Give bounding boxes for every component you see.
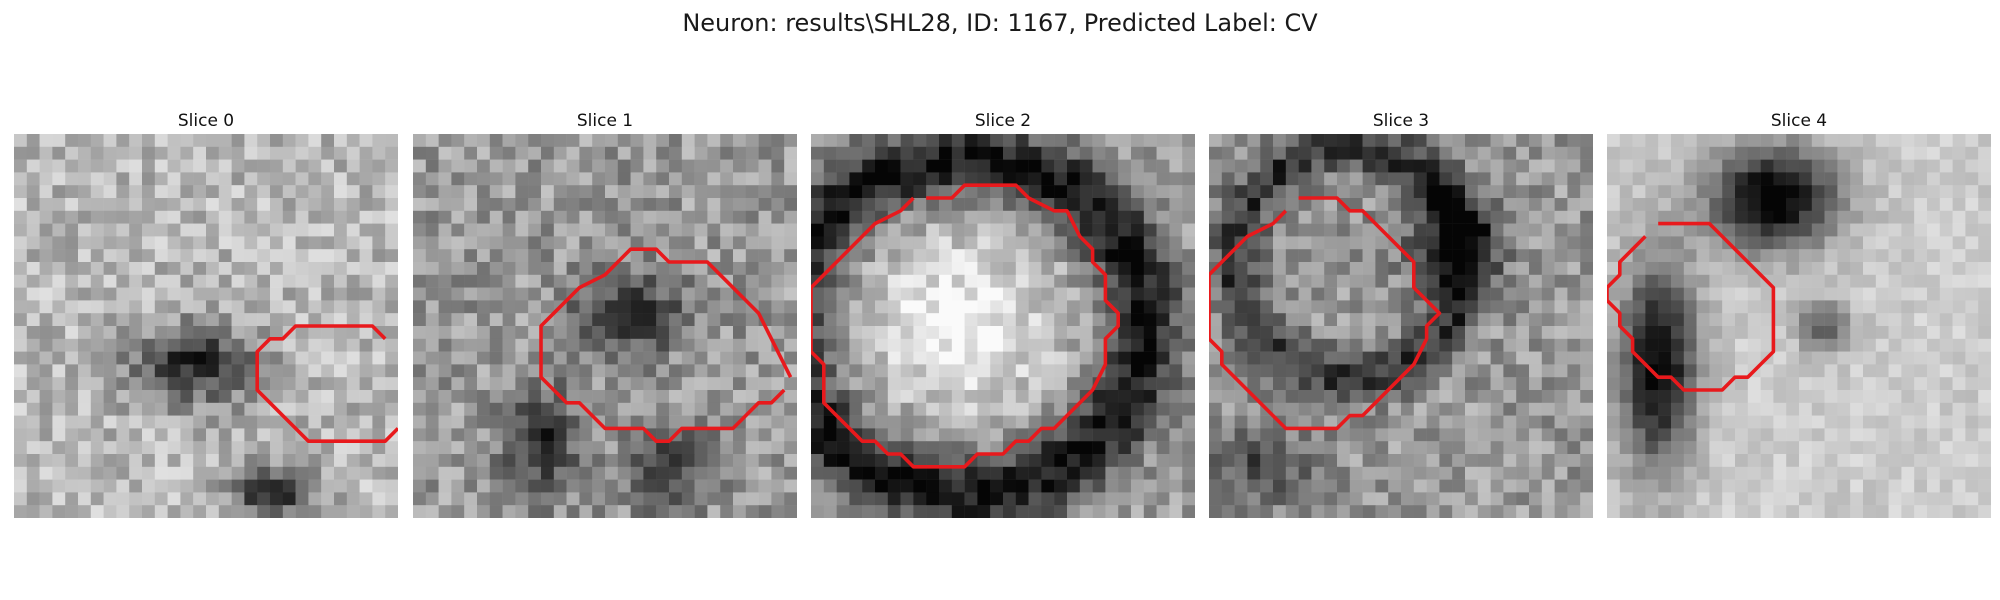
pixel-grid bbox=[14, 134, 398, 518]
slice-title: Slice 1 bbox=[576, 111, 634, 131]
pixel-grid bbox=[413, 134, 797, 518]
contour-outline bbox=[1209, 196, 1442, 431]
slice-title: Slice 2 bbox=[974, 111, 1032, 131]
contour-outline bbox=[811, 183, 1120, 469]
slice-panel-3: Slice 3 bbox=[1209, 108, 1593, 518]
figure-title: Neuron: results\SHL28, ID: 1167, Predict… bbox=[682, 9, 1318, 37]
slice-image bbox=[1209, 134, 1593, 518]
contour-outline bbox=[255, 324, 398, 443]
contour-outline bbox=[1607, 221, 1776, 392]
slice-title: Slice 0 bbox=[177, 111, 235, 131]
slice-panel-4: Slice 4 bbox=[1607, 108, 1991, 518]
pixel-grid bbox=[1209, 134, 1593, 518]
slice-image bbox=[14, 134, 398, 518]
slice-panel-0: Slice 0 bbox=[14, 108, 398, 518]
pixel-grid bbox=[1607, 134, 1991, 518]
contour-outline bbox=[539, 247, 793, 443]
slice-image bbox=[413, 134, 797, 518]
slice-title: Slice 4 bbox=[1770, 111, 1828, 131]
pixel-grid bbox=[811, 134, 1195, 518]
slice-panel-1: Slice 1 bbox=[413, 108, 797, 518]
slice-panel-2: Slice 2 bbox=[811, 108, 1195, 518]
slice-image bbox=[811, 134, 1195, 518]
slice-title: Slice 3 bbox=[1372, 111, 1430, 131]
slice-image bbox=[1607, 134, 1991, 518]
